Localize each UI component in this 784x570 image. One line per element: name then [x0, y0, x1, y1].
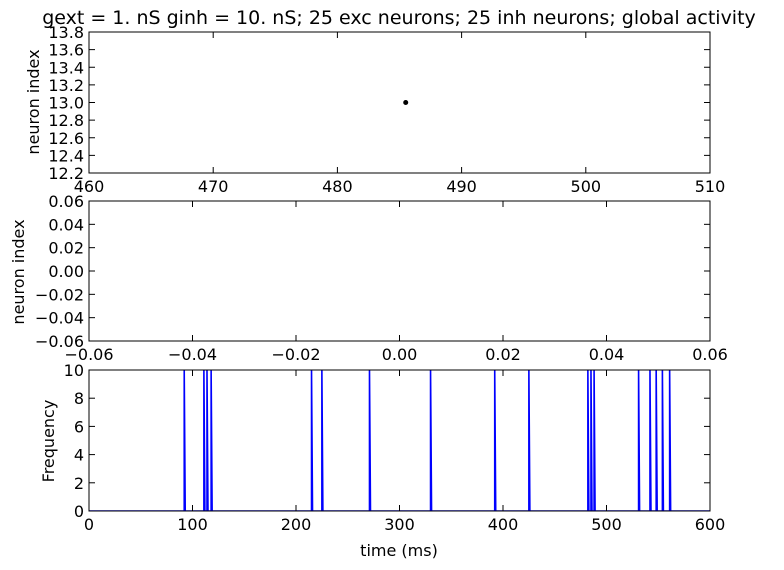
- x-tick-label: 490: [446, 177, 477, 196]
- y-tick-label: 10: [64, 361, 84, 380]
- x-tick-label: −0.02: [271, 345, 320, 364]
- y-tick-label: 13.2: [48, 76, 84, 95]
- x-tick-label: 400: [488, 515, 519, 534]
- x-tick-label: 0.02: [485, 345, 521, 364]
- top-panel-ylabel: neuron index: [24, 49, 43, 154]
- y-tick-label: 0: [74, 502, 84, 521]
- x-tick-label: 0.06: [692, 345, 728, 364]
- x-tick-label: 0: [84, 515, 94, 534]
- x-tick-label: −0.06: [64, 345, 113, 364]
- top-scatter-panel: neuron index 460 470 480 490 500 51012.212.41…: [24, 23, 725, 196]
- x-tick-label: 0.04: [589, 345, 625, 364]
- y-tick-label: 12.4: [48, 146, 84, 165]
- y-tick-label: 0.02: [48, 239, 84, 258]
- plot-area: [403, 100, 409, 105]
- y-tick-label: 0.00: [48, 262, 84, 281]
- y-tick-label: 13.8: [48, 23, 84, 42]
- x-tick-label: 0.00: [382, 345, 418, 364]
- x-tick-label: 480: [322, 177, 353, 196]
- frequency-panel-ylabel: Frequency: [39, 400, 58, 483]
- y-tick-label: 12.2: [48, 164, 84, 183]
- frequency-panel-xlabel: time (ms): [360, 541, 438, 560]
- y-tick-label: 0.06: [48, 192, 84, 211]
- x-tick-label: 300: [384, 515, 415, 534]
- y-tick-label: 6: [74, 417, 84, 436]
- scatter-point: [403, 100, 409, 105]
- y-tick-label: −0.06: [35, 332, 84, 351]
- y-tick-label: −0.02: [35, 285, 84, 304]
- axes-frame: [88, 31, 711, 174]
- y-tick-label: 0.04: [48, 215, 84, 234]
- y-tick-label: 13.0: [48, 94, 84, 113]
- y-tick-label: 2: [74, 474, 84, 493]
- x-tick-label: 200: [281, 515, 312, 534]
- x-tick-label: 600: [695, 515, 726, 534]
- x-tick-label: 510: [695, 177, 726, 196]
- axes-frame: [88, 200, 711, 342]
- frequency-panel: Frequency time (ms) 0 100 200 300 400 500 600 0…: [39, 361, 725, 560]
- y-tick-label: 4: [74, 446, 84, 465]
- y-tick-label: −0.04: [35, 309, 84, 328]
- middle-panel-ylabel: neuron index: [9, 219, 28, 324]
- x-tick-label: 500: [571, 177, 602, 196]
- y-tick-label: 8: [74, 389, 84, 408]
- chart-title: gext = 1. nS ginh = 10. nS; 25 exc neuro…: [42, 7, 756, 29]
- x-tick-label: 500: [591, 515, 622, 534]
- y-tick-label: 13.6: [48, 41, 84, 60]
- y-tick-label: 12.6: [48, 129, 84, 148]
- x-tick-label: 100: [177, 515, 208, 534]
- x-tick-label: 470: [198, 177, 229, 196]
- frequency-line: [89, 370, 710, 511]
- middle-scatter-panel: neuron index −0.06 −0.04 −0.02 0.00 0.02 0.04…: [9, 192, 728, 364]
- x-tick-label: 460: [74, 177, 105, 196]
- y-tick-label: 12.8: [48, 111, 84, 130]
- axes-frame: [88, 369, 711, 512]
- plot-area: [89, 370, 710, 511]
- y-tick-label: 13.4: [48, 58, 84, 77]
- x-tick-label: −0.04: [168, 345, 217, 364]
